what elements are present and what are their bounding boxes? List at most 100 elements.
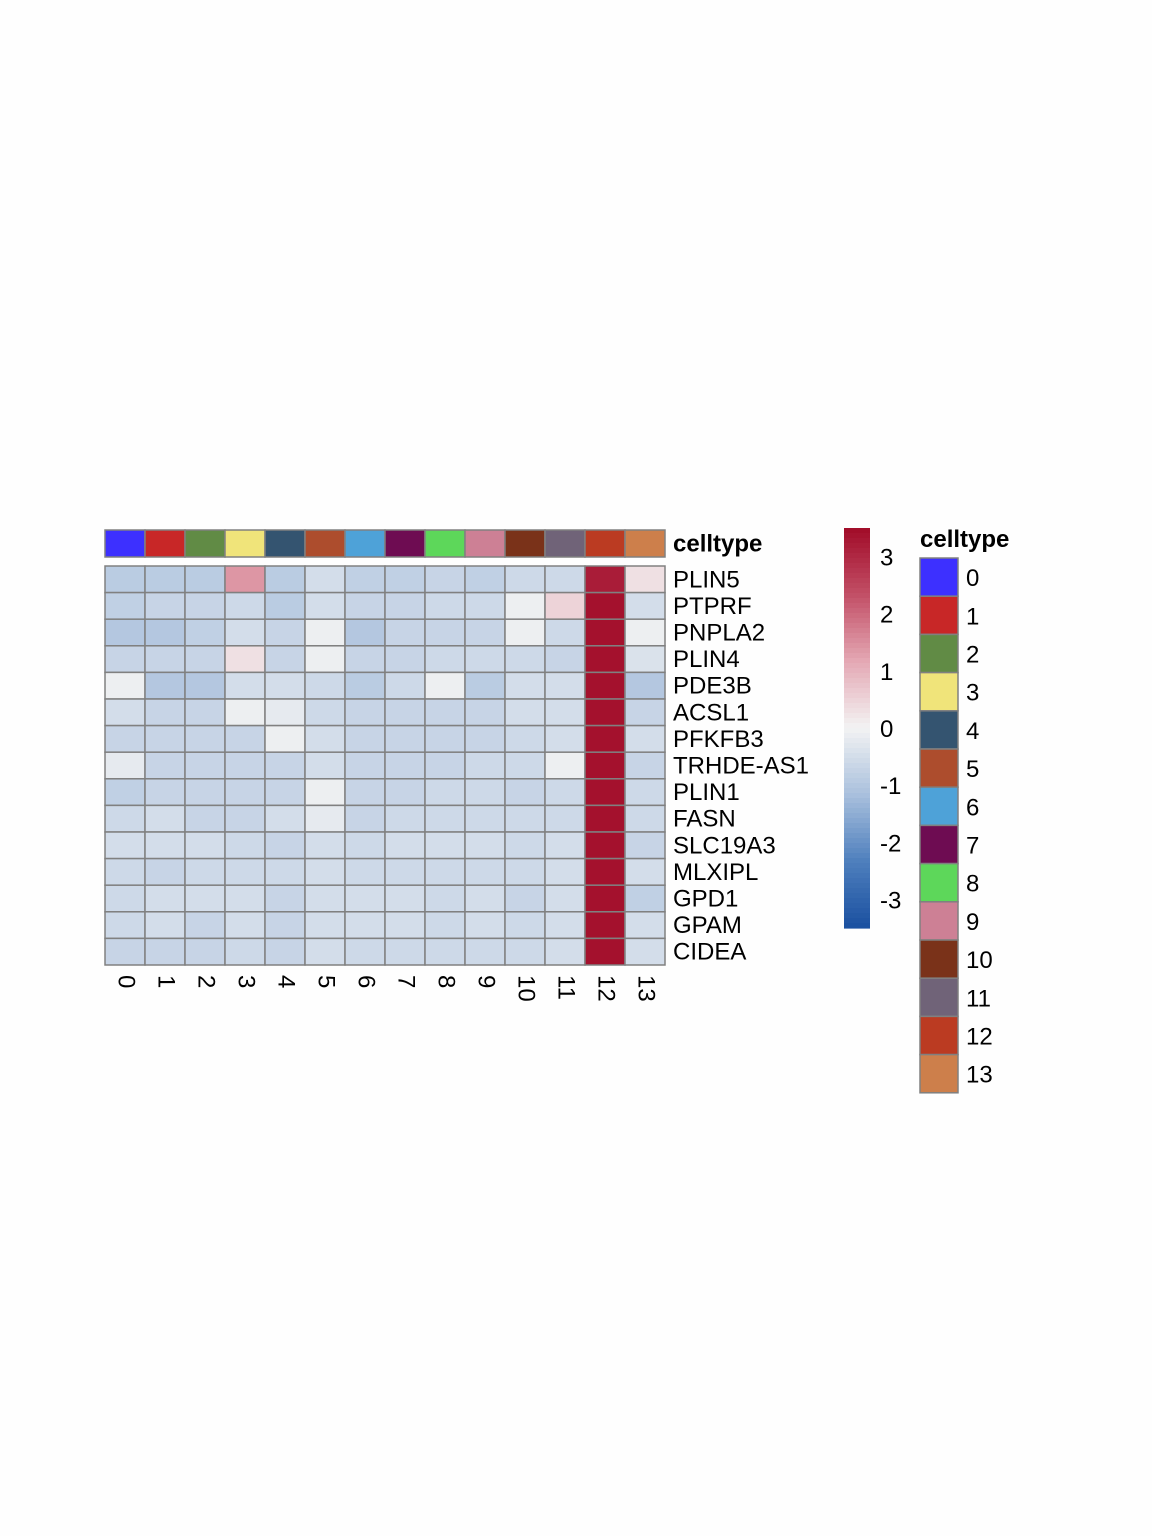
- row-label-PLIN4: PLIN4: [673, 646, 740, 673]
- color-scale-tick-label: 3: [880, 545, 893, 572]
- annotation-cell-5: [304, 529, 346, 558]
- heatmap-cell: [504, 618, 546, 647]
- heatmap-cell: [464, 671, 506, 700]
- heatmap-cell: [104, 671, 146, 700]
- heatmap-cell: [264, 804, 306, 833]
- color-scale-step: [844, 723, 870, 729]
- heatmap-cell: [304, 565, 346, 594]
- heatmap-cell: [144, 591, 186, 620]
- heatmap-cell: [584, 751, 626, 780]
- heatmap-cell: [424, 911, 466, 940]
- legend-swatch-5: [919, 748, 959, 788]
- heatmap-cell: [544, 778, 586, 807]
- row-label-FASN: FASN: [673, 806, 736, 833]
- heatmap-cell: [464, 857, 506, 886]
- heatmap-cell: [344, 618, 386, 647]
- color-scale-step: [844, 793, 870, 799]
- heatmap-cell: [544, 724, 586, 753]
- heatmap-cell: [424, 778, 466, 807]
- heatmap-cell: [624, 778, 666, 807]
- heatmap-cell: [104, 884, 146, 913]
- color-scale-step: [844, 858, 870, 864]
- color-scale-step: [844, 638, 870, 644]
- row-label-PDE3B: PDE3B: [673, 673, 752, 700]
- color-scale-step: [844, 823, 870, 829]
- color-scale-step: [844, 903, 870, 909]
- heatmap-cell: [144, 645, 186, 674]
- heatmap-cell: [584, 645, 626, 674]
- column-label-4: 4: [273, 975, 300, 988]
- annotation-cell-9: [464, 529, 506, 558]
- heatmap-cell: [144, 911, 186, 940]
- heatmap-cell: [104, 857, 146, 886]
- legend-label-13: 13: [966, 1062, 993, 1089]
- heatmap-cell: [504, 937, 546, 966]
- heatmap-cell: [304, 804, 346, 833]
- heatmap-cell: [464, 724, 506, 753]
- heatmap-cells: [104, 565, 666, 966]
- heatmap-cell: [624, 671, 666, 700]
- heatmap-cell: [464, 591, 506, 620]
- column-label-8: 8: [433, 975, 460, 988]
- legend-swatch-1: [919, 595, 959, 636]
- heatmap-cell: [504, 804, 546, 833]
- heatmap-cell: [584, 671, 626, 700]
- column-label-5: 5: [313, 975, 340, 988]
- row-label-PLIN5: PLIN5: [673, 566, 740, 593]
- color-scale-step: [844, 548, 870, 554]
- annotation-cell-7: [384, 529, 426, 558]
- heatmap-cell: [304, 671, 346, 700]
- legend-label-5: 5: [966, 756, 979, 783]
- annotation-cell-13: [624, 529, 666, 558]
- heatmap-cell: [504, 671, 546, 700]
- color-scale-step: [844, 838, 870, 844]
- heatmap-cell: [104, 911, 146, 940]
- heatmap-cell: [544, 804, 586, 833]
- legend-swatch-11: [919, 977, 959, 1018]
- heatmap-cell: [544, 565, 586, 594]
- color-scale-step: [844, 908, 870, 914]
- heatmap-cell: [584, 591, 626, 620]
- color-scale-step: [844, 763, 870, 769]
- heatmap-cell: [344, 724, 386, 753]
- heatmap-cell: [424, 698, 466, 727]
- color-scale-step: [844, 918, 870, 924]
- color-scale-tick-label: -3: [880, 887, 901, 914]
- heatmap-cell: [624, 645, 666, 674]
- annotation-cell-6: [344, 529, 386, 558]
- color-scale-step: [844, 563, 870, 569]
- column-label-1: 1: [153, 975, 180, 988]
- annotation-cell-3: [224, 529, 266, 558]
- color-scale-step: [844, 678, 870, 684]
- color-scale-step: [844, 593, 870, 599]
- heatmap-cell: [584, 911, 626, 940]
- heatmap-cell: [184, 857, 226, 886]
- heatmap-cell: [144, 698, 186, 727]
- color-scale-step: [844, 538, 870, 544]
- color-scale-step: [844, 528, 870, 534]
- color-scale-step: [844, 568, 870, 574]
- heatmap-cell: [384, 831, 426, 860]
- row-label-ACSL1: ACSL1: [673, 699, 749, 726]
- heatmap-cell: [504, 884, 546, 913]
- annotation-cell-4: [264, 529, 306, 558]
- legend-swatch-6: [919, 786, 959, 827]
- heatmap-cell: [184, 671, 226, 700]
- heatmap-cell: [504, 911, 546, 940]
- row-label-SLC19A3: SLC19A3: [673, 832, 776, 859]
- legend-swatch-4: [919, 710, 959, 750]
- row-label-PNPLA2: PNPLA2: [673, 620, 765, 647]
- color-scale-step: [844, 608, 870, 614]
- color-scale-step: [844, 883, 870, 889]
- heatmap-cell: [344, 565, 386, 594]
- row-label-GPAM: GPAM: [673, 912, 742, 939]
- color-scale-step: [844, 718, 870, 724]
- row-label-CIDEA: CIDEA: [673, 939, 746, 966]
- legend-label-3: 3: [966, 680, 979, 707]
- heatmap-cell: [504, 751, 546, 780]
- heatmap-cell: [544, 618, 586, 647]
- heatmap-cell: [144, 618, 186, 647]
- color-scale-step: [844, 778, 870, 784]
- legend-label-1: 1: [966, 603, 979, 630]
